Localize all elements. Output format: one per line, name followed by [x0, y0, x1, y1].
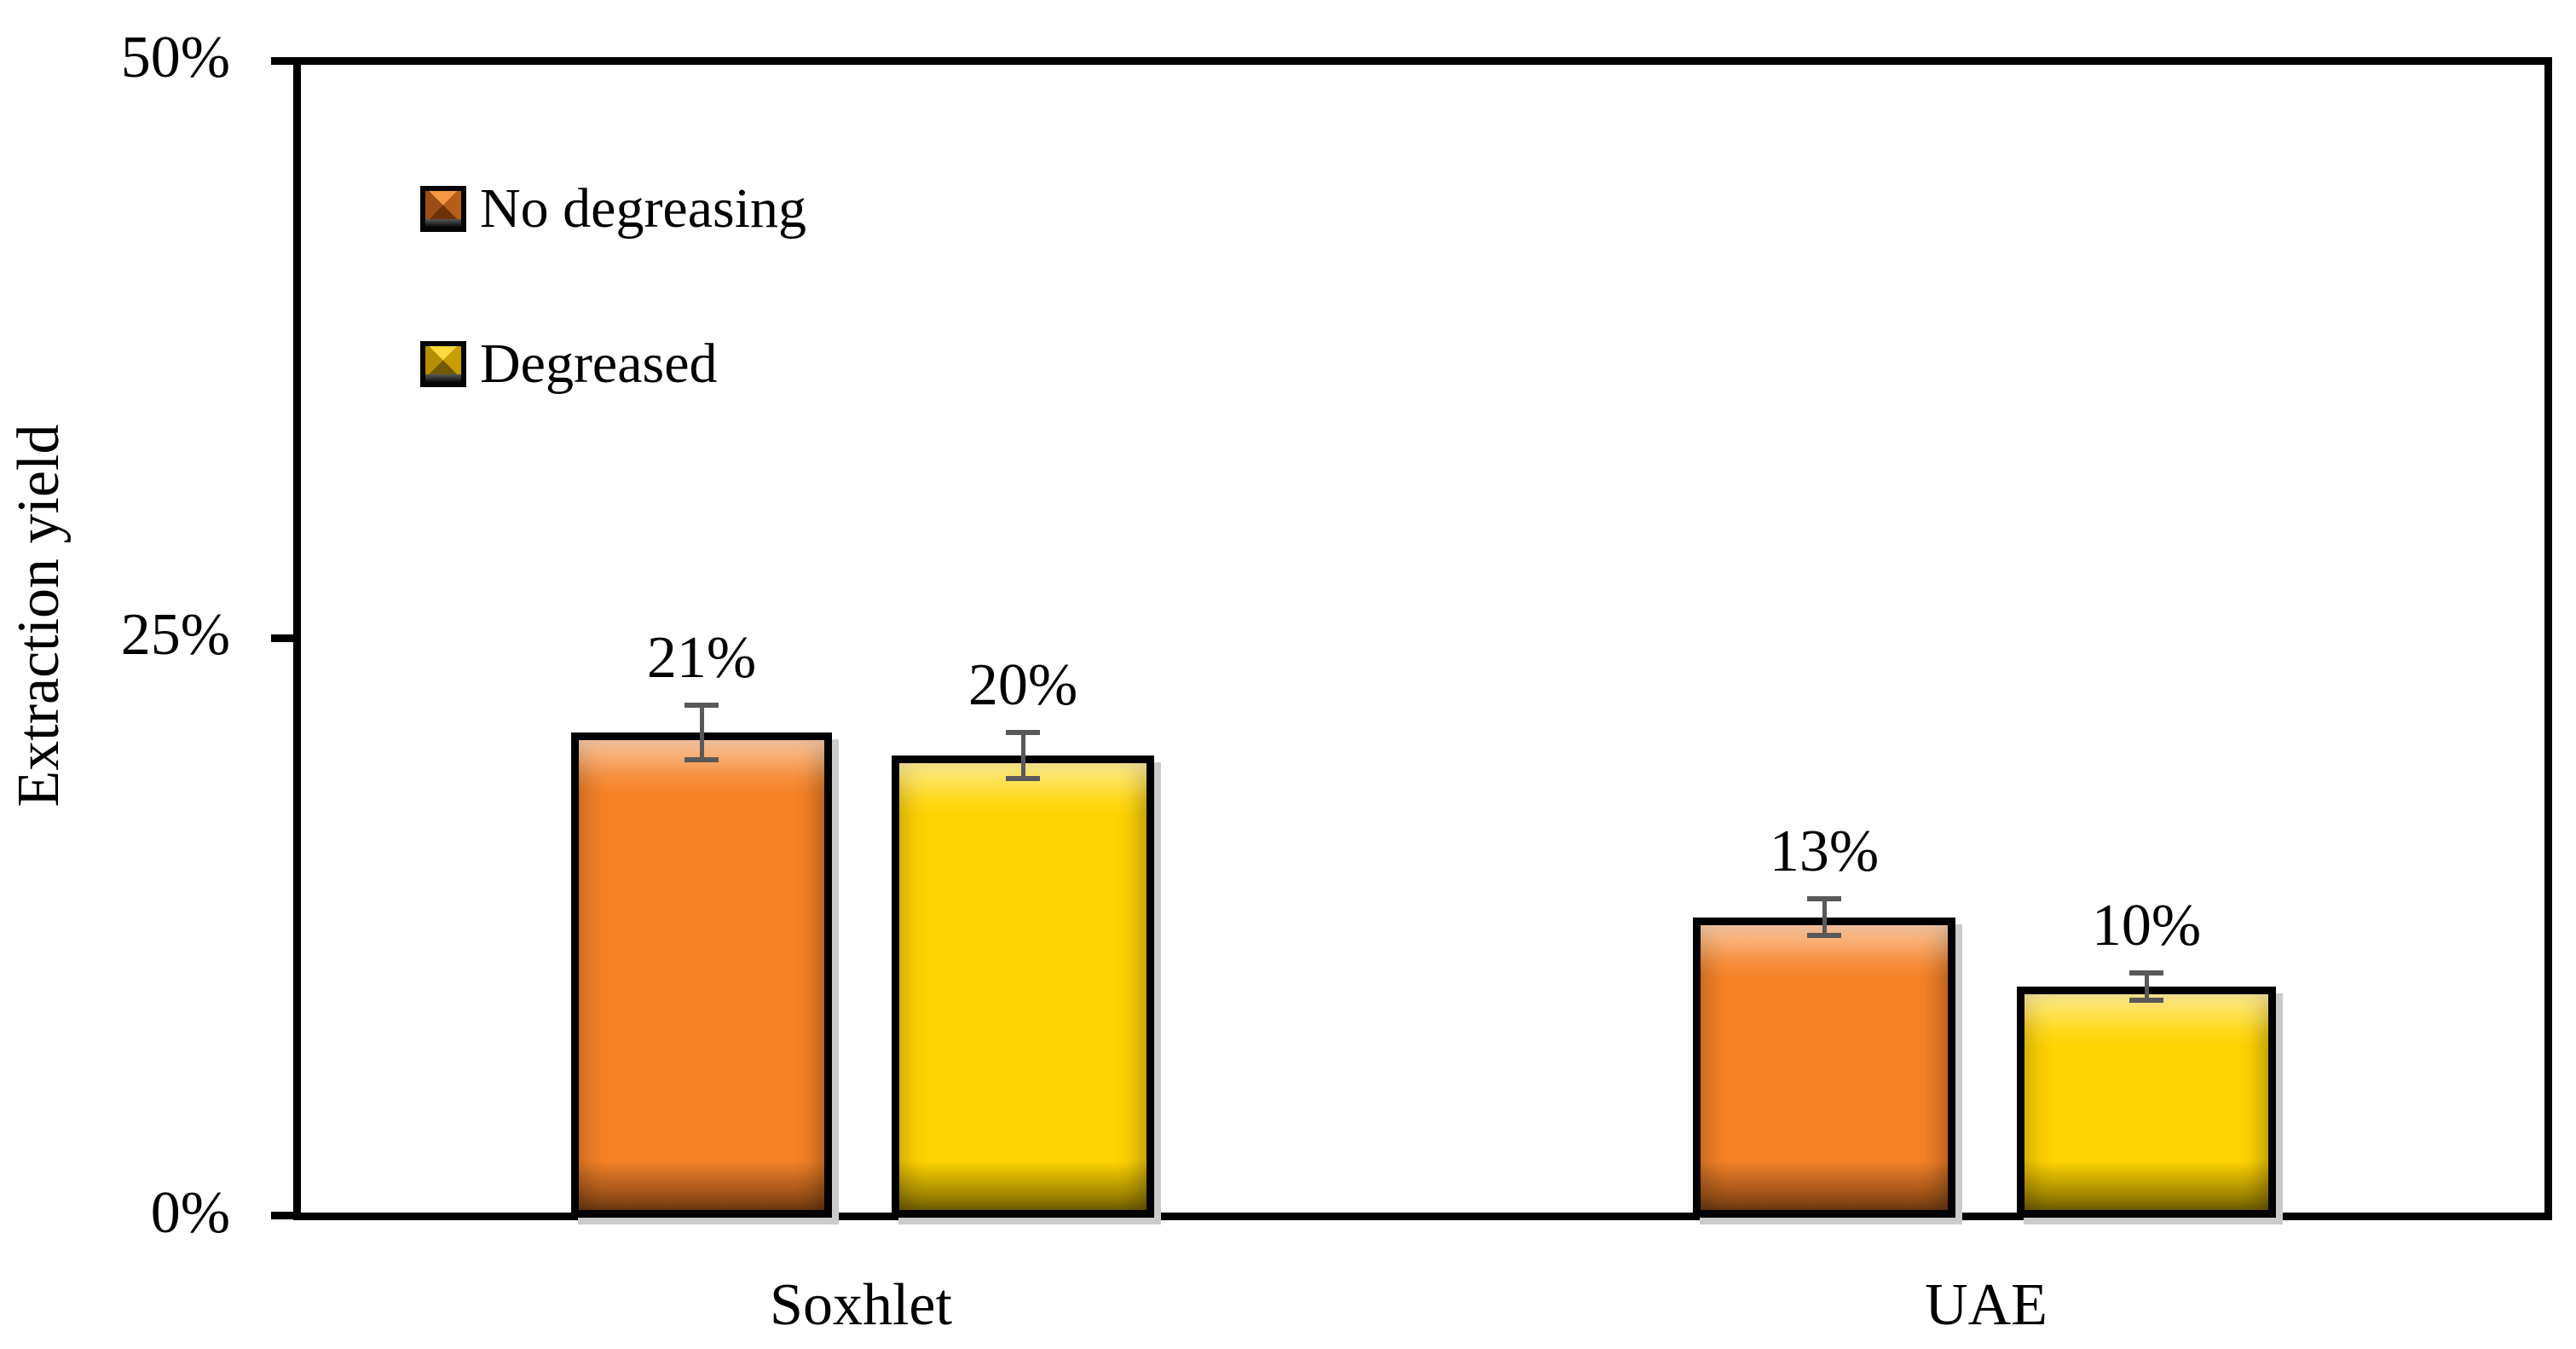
x-category-label-uae: UAE — [1925, 1272, 2048, 1338]
error-bar-soxhlet-no-degreasing — [684, 702, 719, 763]
pyramid-base — [425, 219, 461, 227]
x-category-label-soxhlet: Soxhlet — [770, 1272, 952, 1338]
y-tick-label-0: 0% — [150, 1180, 230, 1246]
y-tick-label-50: 50% — [120, 25, 230, 90]
error-bar-soxhlet-degreased — [1006, 730, 1040, 781]
y-tick-label-25: 25% — [120, 602, 230, 668]
bar-group-uae-no-degreasing: 13% — [1693, 0, 1955, 1218]
error-bar-uae-no-degreasing — [1807, 896, 1841, 939]
pyramid-base — [425, 374, 461, 382]
bar-group-soxhlet-no-degreasing: 21% — [571, 0, 832, 1218]
value-label-uae-no-degreasing: 13% — [1769, 819, 1880, 885]
y-tick-50 — [271, 57, 295, 65]
value-label-uae-degreased: 10% — [2091, 893, 2202, 959]
value-label-soxhlet-degreased: 20% — [967, 652, 1078, 719]
legend-label-degreased: Degreased — [480, 333, 718, 395]
value-label-soxhlet-no-degreasing: 21% — [646, 624, 757, 691]
legend-label-no-degreasing: No degreasing — [480, 177, 807, 240]
pyramid-facets — [425, 191, 461, 219]
bar-group-uae-degreased: 10% — [2017, 0, 2276, 1218]
y-tick-25 — [271, 634, 295, 642]
bar-uae-no-degreasing — [1693, 917, 1955, 1218]
legend-marker-no-degreasing-icon — [420, 186, 466, 232]
bar-uae-degreased — [2017, 987, 2276, 1218]
error-bar-uae-degreased — [2129, 970, 2163, 1003]
y-tick-0 — [271, 1212, 295, 1219]
bar-soxhlet-no-degreasing — [571, 732, 832, 1218]
bar-soxhlet-degreased — [892, 756, 1154, 1218]
legend-marker-degreased-icon — [420, 341, 466, 387]
y-axis-title: Extraction yield — [6, 424, 72, 808]
pyramid-facets — [425, 346, 461, 374]
bar-group-soxhlet-degreased: 20% — [892, 0, 1154, 1218]
